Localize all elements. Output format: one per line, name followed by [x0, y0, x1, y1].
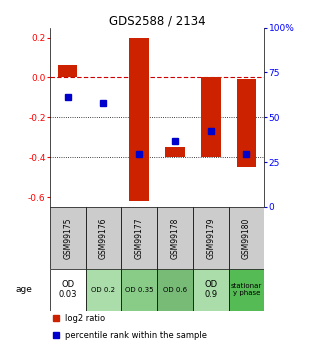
Bar [50, 207, 86, 269]
Text: OD
0.03: OD 0.03 [58, 280, 77, 299]
Bar [58, 66, 77, 77]
Bar [229, 207, 264, 269]
Bar [50, 269, 86, 311]
Text: GSM99176: GSM99176 [99, 217, 108, 259]
Text: age: age [15, 285, 32, 294]
Title: GDS2588 / 2134: GDS2588 / 2134 [109, 14, 205, 28]
Bar [193, 207, 229, 269]
Text: GSM99177: GSM99177 [135, 217, 144, 259]
Text: GSM99180: GSM99180 [242, 217, 251, 258]
Bar [157, 269, 193, 311]
Text: percentile rank within the sample: percentile rank within the sample [65, 331, 207, 340]
Text: stationar
y phase: stationar y phase [231, 283, 262, 296]
Text: log2 ratio: log2 ratio [65, 314, 105, 323]
Bar [86, 207, 121, 269]
Bar [86, 269, 121, 311]
Bar [201, 77, 220, 157]
Bar [121, 269, 157, 311]
Text: OD 0.2: OD 0.2 [91, 287, 115, 293]
Bar [237, 79, 256, 167]
Text: OD
0.9: OD 0.9 [204, 280, 217, 299]
Text: GSM99179: GSM99179 [206, 217, 215, 259]
Text: GSM99178: GSM99178 [170, 217, 179, 258]
Bar [129, 38, 149, 201]
Text: OD 0.6: OD 0.6 [163, 287, 187, 293]
Text: OD 0.35: OD 0.35 [125, 287, 153, 293]
Bar [157, 207, 193, 269]
Bar [193, 269, 229, 311]
Bar [229, 269, 264, 311]
Bar [165, 147, 185, 157]
Text: GSM99175: GSM99175 [63, 217, 72, 259]
Bar [121, 207, 157, 269]
